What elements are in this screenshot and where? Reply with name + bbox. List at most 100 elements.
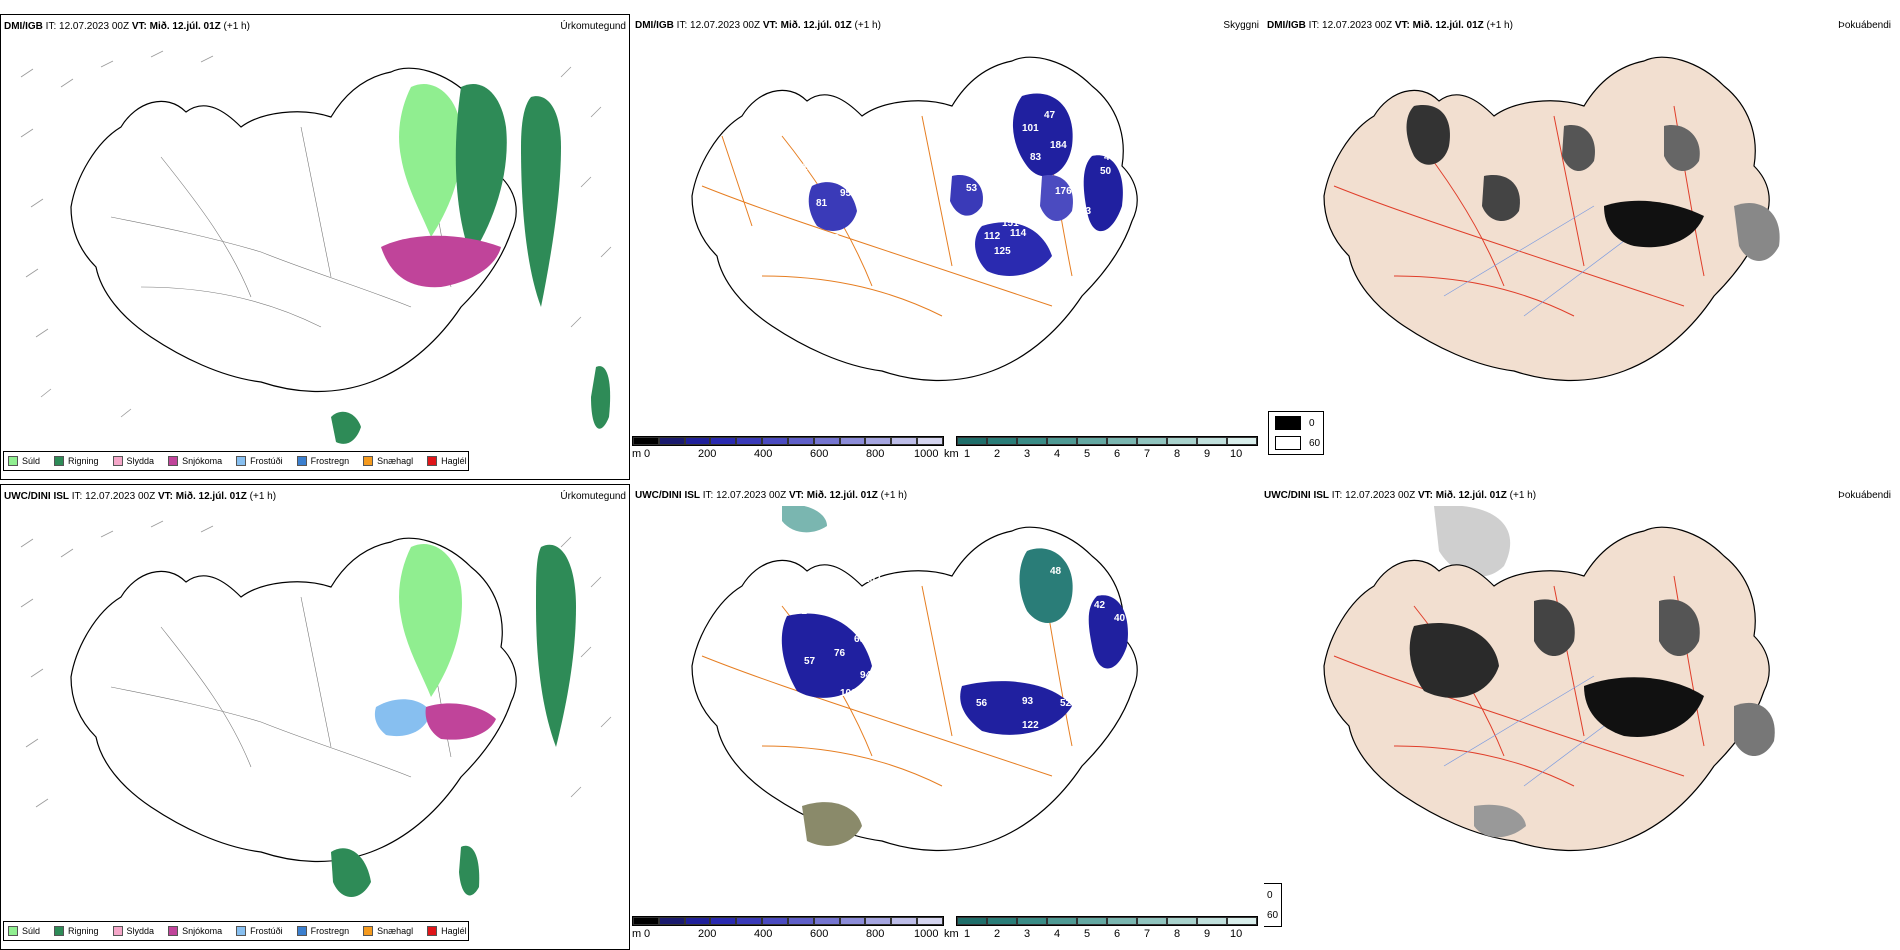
colorbar-segment bbox=[1227, 437, 1257, 445]
colorbar-segment bbox=[1197, 437, 1227, 445]
visibility-value: 53 bbox=[966, 183, 978, 194]
colorbar-segment bbox=[839, 917, 866, 925]
km-tick: 4 bbox=[1054, 928, 1061, 940]
colorbar-segment bbox=[1017, 437, 1047, 445]
iceland-coastline bbox=[691, 56, 1138, 382]
visibility-value: 51 bbox=[1010, 646, 1022, 657]
init-time: IT: 12.07.2023 00Z bbox=[1308, 20, 1393, 31]
visibility-value: 53 bbox=[1082, 576, 1094, 587]
km-tick: 3 bbox=[1024, 928, 1031, 940]
model-name: DMI/IGB bbox=[4, 21, 43, 32]
fog-areas bbox=[1409, 599, 1775, 838]
init-time: IT: 12.07.2023 00Z bbox=[702, 490, 787, 501]
visibility-value: 83 bbox=[874, 213, 886, 224]
precip-legend: Súld Rigning Slydda Snjókoma Frostúði Fr… bbox=[3, 921, 469, 941]
legend-item: Súld bbox=[8, 456, 40, 466]
lead-time: (+1 h) bbox=[1486, 20, 1513, 31]
fog-legend-item: 0 bbox=[1269, 416, 1315, 430]
legend-swatch bbox=[1275, 416, 1301, 430]
colorbar-segment bbox=[633, 437, 659, 445]
legend-item: Snæhagl bbox=[363, 926, 413, 936]
legend-label: Snæhagl bbox=[377, 926, 414, 936]
km-unit: km bbox=[944, 448, 959, 460]
valid-time: VT: Mið. 12.júl. 01Z bbox=[157, 491, 247, 502]
visibility-value: 85 bbox=[1048, 228, 1060, 239]
legend-item: Frostregn bbox=[296, 926, 349, 936]
model-name: UWC/DINI ISL bbox=[635, 490, 700, 501]
km-tick: 9 bbox=[1204, 928, 1211, 940]
fog-legend-item: 60 bbox=[1269, 436, 1320, 450]
valid-time: VT: Mið. 12.júl. 01Z bbox=[788, 490, 878, 501]
iceland-coastline bbox=[1323, 526, 1770, 852]
colorbar-segment bbox=[787, 437, 814, 445]
visibility-value: 184 bbox=[1050, 140, 1067, 151]
visibility-value-labels: 47 64 101 184 83 44 48 50 48 176 43 151 … bbox=[802, 110, 1116, 257]
lead-time: (+1 h) bbox=[880, 490, 908, 501]
colorbar-segment bbox=[891, 437, 918, 445]
legend-swatch bbox=[54, 456, 65, 466]
legend-item: Snjókoma bbox=[168, 926, 222, 936]
colorbar-segment bbox=[1107, 437, 1137, 445]
visibility-value: 130 bbox=[802, 162, 819, 173]
legend-swatch bbox=[236, 456, 247, 466]
precip-map bbox=[20, 50, 612, 444]
init-time: IT: 12.07.2023 00Z bbox=[1331, 490, 1416, 501]
colorbar-segment bbox=[736, 917, 763, 925]
visibility-km-colorbar bbox=[956, 436, 1258, 446]
m-tick: 0 bbox=[644, 928, 651, 940]
legend-label: Snjókoma bbox=[182, 456, 223, 466]
colorbar-segment bbox=[1167, 917, 1197, 925]
visibility-value: 80 bbox=[1074, 666, 1086, 677]
colorbar-segment bbox=[658, 917, 685, 925]
visibility-value: 97 bbox=[1062, 640, 1074, 651]
km-tick: 5 bbox=[1084, 928, 1091, 940]
legend-swatch bbox=[427, 456, 438, 466]
panel-title: Úrkomutegund bbox=[560, 491, 626, 502]
init-time: IT: 12.07.2023 00Z bbox=[45, 21, 130, 32]
colorbar-segment bbox=[684, 917, 711, 925]
legend-item: Haglél bbox=[427, 456, 467, 466]
legend-swatch bbox=[363, 456, 374, 466]
colorbar-segment bbox=[633, 917, 659, 925]
colorbar-segment bbox=[1017, 917, 1047, 925]
legend-item: Súld bbox=[8, 926, 40, 936]
fog-areas bbox=[1406, 105, 1780, 261]
fog-legend-item: 60 bbox=[1264, 908, 1278, 922]
visibility-value: 48 bbox=[1050, 566, 1062, 577]
colorbar-segment bbox=[917, 917, 943, 925]
visibility-value: 64 bbox=[1087, 110, 1099, 121]
legend-swatch bbox=[112, 456, 123, 466]
legend-item: Rigning bbox=[54, 456, 99, 466]
legend-label: 60 bbox=[1267, 909, 1279, 921]
colorbar-segment bbox=[987, 917, 1017, 925]
legend-item: Snjókoma bbox=[168, 456, 222, 466]
visibility-value: 101 bbox=[1022, 123, 1039, 134]
precip-legend: Súld Rigning Slydda Snjókoma Frostúði Fr… bbox=[3, 451, 469, 471]
fog-panel-uwc: Skyggni UWC/DINI ISL IT: 12.07.2023 00Z … bbox=[1264, 484, 1894, 950]
precip-areas bbox=[331, 83, 611, 444]
visibility-value: 72 bbox=[994, 666, 1006, 677]
km-tick: 4 bbox=[1054, 448, 1061, 460]
visibility-value: 47 bbox=[1044, 110, 1056, 121]
visibility-value: 137 bbox=[802, 148, 819, 159]
legend-item: Slydda bbox=[112, 926, 154, 936]
panel-title: Þokuábendi bbox=[1838, 490, 1891, 501]
colorbar-segment bbox=[1197, 917, 1227, 925]
valid-time: VT: Mið. 12.júl. 01Z bbox=[131, 21, 221, 32]
visibility-value: 82 bbox=[944, 210, 956, 221]
m-tick: 1000 bbox=[914, 928, 939, 940]
legend-item: Haglél bbox=[427, 926, 467, 936]
visibility-value: 42 bbox=[1094, 600, 1106, 611]
precip-areas bbox=[331, 543, 576, 897]
visibility-value: 48 bbox=[1104, 152, 1116, 163]
lead-time: (+1 h) bbox=[854, 20, 881, 31]
m-unit: m bbox=[632, 448, 642, 460]
legend-label: 60 bbox=[1309, 437, 1321, 449]
visibility-value: 66 bbox=[837, 790, 849, 801]
km-tick: 3 bbox=[1024, 448, 1031, 460]
panel-header: Skyggni UWC/DINI ISL IT: 12.07.2023 00Z … bbox=[1264, 490, 1891, 504]
m-tick: 400 bbox=[754, 448, 773, 460]
legend-label: Súld bbox=[22, 926, 41, 936]
km-tick: 8 bbox=[1174, 448, 1181, 460]
colorbar-segment bbox=[1107, 917, 1137, 925]
